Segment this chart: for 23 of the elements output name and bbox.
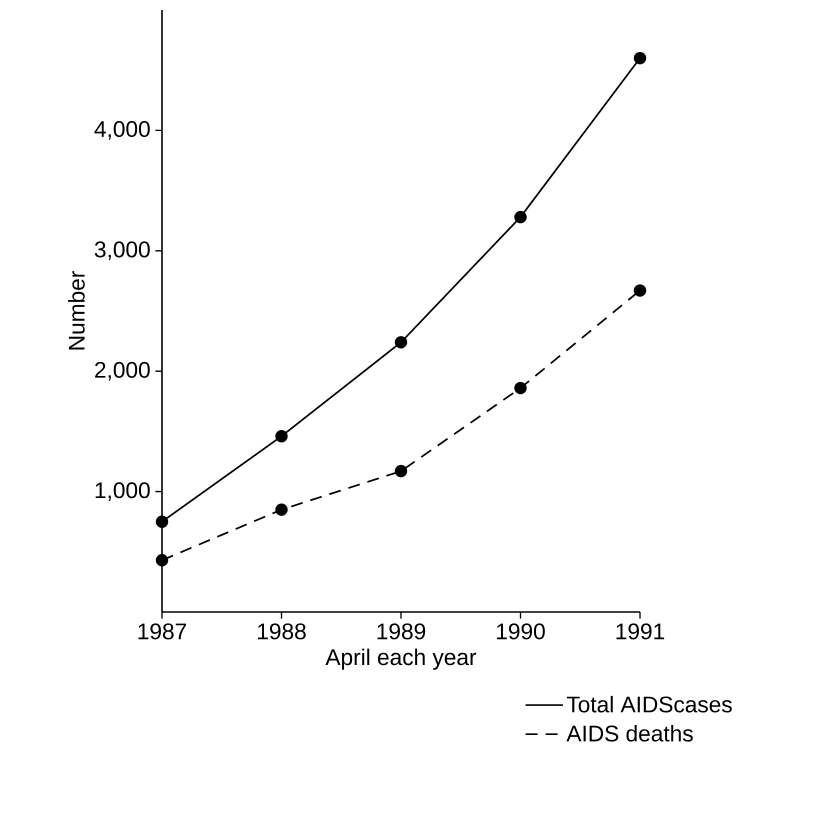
legend-label: AIDS deaths — [566, 724, 693, 742]
y-tick-label: 3,000 — [94, 241, 150, 260]
y-tick-label: 1,000 — [96, 482, 150, 501]
point — [275, 430, 288, 442]
point — [156, 554, 168, 566]
y-axis-title: Number — [68, 271, 85, 350]
legend-label: Total AIDScases — [566, 696, 732, 713]
y-tick-label: 4,000 — [94, 121, 150, 140]
point — [514, 382, 527, 394]
x-tick-label: 1987 — [138, 623, 186, 640]
point — [634, 52, 646, 64]
x-axis-title: April each year — [325, 648, 476, 670]
x-tick-label: 1991 — [616, 623, 664, 640]
x-tick-label: 1988 — [258, 623, 306, 640]
point — [156, 515, 168, 528]
y-tick-label: 2,000 — [95, 362, 150, 381]
point — [634, 284, 646, 297]
point — [394, 336, 408, 348]
point — [275, 503, 288, 516]
point — [394, 464, 408, 478]
x-tick-label: 1989 — [378, 623, 426, 640]
point — [514, 210, 527, 224]
x-tick-label: 1990 — [497, 623, 545, 640]
